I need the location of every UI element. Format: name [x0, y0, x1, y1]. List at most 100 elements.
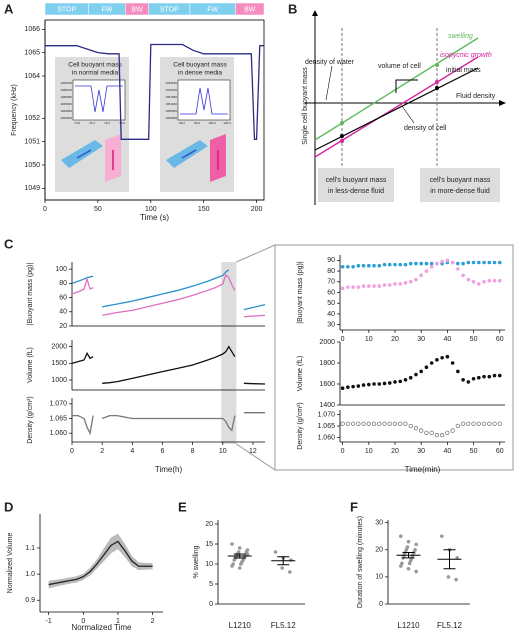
point [372, 382, 376, 386]
inset-trace [75, 85, 123, 113]
point [419, 261, 423, 266]
point [356, 285, 361, 289]
point [477, 260, 481, 265]
point [366, 421, 371, 426]
point [340, 286, 345, 291]
point [414, 261, 418, 266]
line [72, 412, 265, 436]
y-tick-label: 30 [375, 520, 383, 527]
inset-tick: 1064950 [60, 109, 72, 113]
dot [435, 63, 439, 67]
point [497, 421, 502, 426]
label: density of cell [404, 125, 447, 132]
x-tick-label: 0 [70, 448, 74, 455]
inset-tick: 1065050 [60, 95, 72, 99]
point [429, 261, 434, 266]
y-label: Single cell buoyant mass [302, 67, 309, 145]
point [245, 552, 250, 556]
point [408, 375, 413, 380]
x-label: Time(h) [155, 465, 183, 474]
x-label: Time(min) [405, 465, 441, 474]
point [481, 421, 487, 426]
point [497, 260, 502, 265]
line [45, 43, 264, 140]
x-tick-label: 10 [219, 448, 227, 455]
point [367, 263, 371, 268]
point [351, 285, 355, 289]
inset-tick: 1050900 [165, 116, 177, 120]
dot [340, 121, 344, 125]
point [393, 262, 397, 267]
point [382, 262, 387, 267]
y-tick-label: 10 [205, 561, 213, 568]
point [424, 365, 429, 370]
y-tick-label: 1600 [319, 381, 335, 388]
point [413, 548, 417, 552]
point [230, 564, 234, 568]
box-text: in more-dense fluid [430, 188, 490, 195]
y-tick-label: 30 [327, 321, 335, 328]
x-tick-label: 2 [100, 448, 104, 455]
point [340, 421, 345, 426]
point [346, 385, 350, 389]
inset-trace [180, 87, 228, 115]
error-bar [233, 553, 246, 559]
point [406, 539, 411, 544]
point [466, 380, 471, 384]
inset-tick: 1065150 [60, 81, 72, 85]
y-tick-label: 20 [375, 547, 383, 554]
x-tick-label: L1210 [397, 621, 420, 630]
point [445, 430, 450, 436]
point [487, 374, 492, 379]
y-label: Density (g/cm³) [27, 396, 34, 443]
point [414, 372, 418, 377]
dot [340, 134, 344, 138]
point [361, 383, 366, 387]
panel-letter: C [4, 236, 14, 251]
point [382, 421, 387, 426]
inset-title: Cell buoyant mass [68, 62, 122, 69]
x-tick-label: 60 [496, 448, 504, 455]
y-tick-label: 40 [327, 311, 335, 318]
point [487, 421, 492, 426]
phase-label: FW [207, 6, 218, 13]
point [435, 358, 439, 362]
zoom-line [236, 443, 276, 471]
y-tick-label: 1065 [24, 50, 40, 57]
box [420, 168, 500, 202]
zoom-line [236, 244, 276, 263]
y-tick-label: 0 [379, 601, 383, 608]
y-tick-label: 60 [59, 294, 67, 301]
cartoon [76, 149, 92, 159]
inset-tick: 99.6 [194, 121, 200, 125]
point [471, 260, 476, 265]
point [340, 386, 345, 391]
y-tick-label: 1050 [24, 162, 40, 169]
zoom-frame [274, 244, 514, 471]
bracket [395, 79, 418, 93]
y-tick-label: 1000 [51, 377, 67, 384]
y-tick-label: 1064 [24, 73, 40, 80]
x-tick-label: 4 [130, 448, 134, 455]
point [450, 428, 455, 433]
cartoon [181, 149, 197, 159]
point [482, 260, 486, 265]
y-label: Duration of swelling (minutes) [357, 516, 364, 608]
y-label: Normalized Volume [7, 533, 14, 594]
label: isopycnic growth [440, 52, 492, 59]
point [356, 421, 361, 426]
point [477, 375, 481, 380]
error-bar [402, 552, 415, 559]
y-tick-label: 1066 [24, 26, 40, 33]
point [351, 264, 355, 269]
y-tick-label: 10 [375, 574, 383, 581]
inset-plot [72, 79, 126, 121]
label: initial mass [446, 67, 481, 74]
x-tick-label: 60 [496, 336, 504, 343]
point [403, 262, 408, 267]
point [424, 269, 429, 273]
point [408, 261, 413, 266]
x-tick-label: 0 [341, 336, 345, 343]
y-tick-label: 50 [327, 300, 335, 307]
y-tick-label: 1.060 [49, 430, 67, 437]
